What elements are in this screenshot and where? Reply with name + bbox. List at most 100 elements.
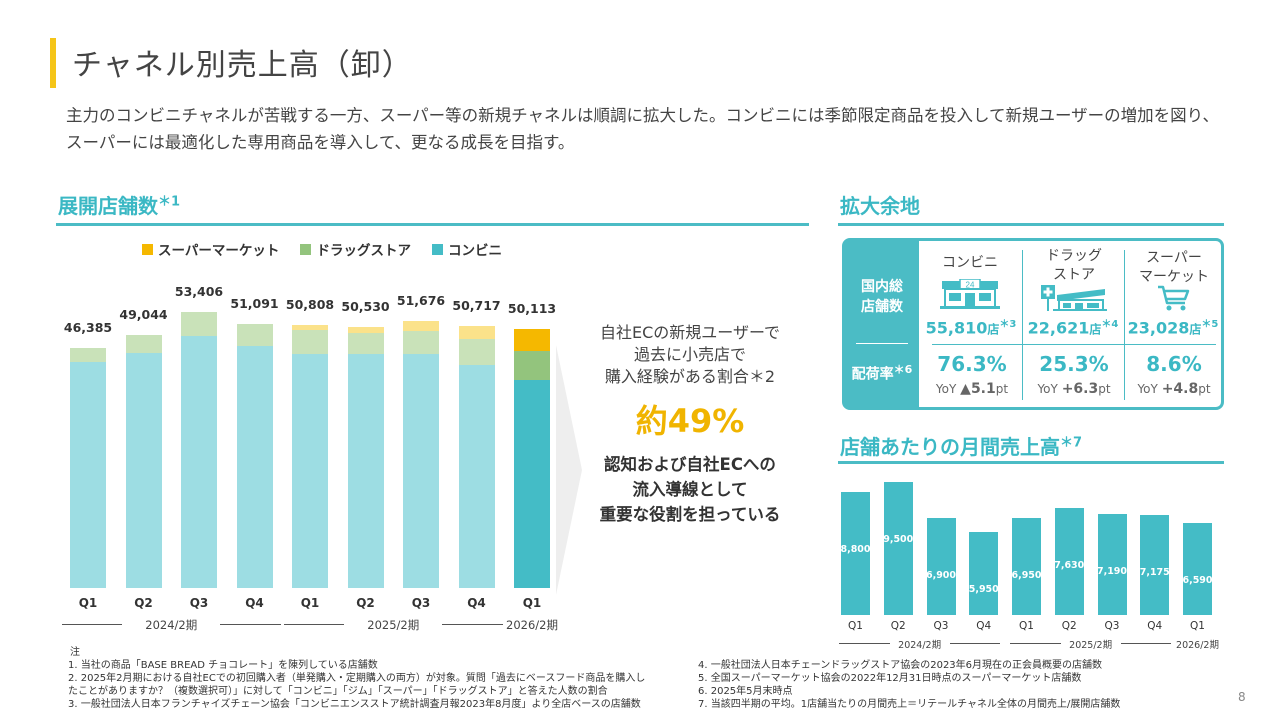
monthly-x-tick-0: Q1 <box>848 620 863 632</box>
monthly-bar-label-4: 6,950 <box>1011 569 1042 581</box>
stores-section-title: 展開店舗数＊1 <box>58 190 180 219</box>
notes-head: 注 <box>70 647 80 658</box>
drugstore-icon <box>1041 285 1107 311</box>
period-line-left-0 <box>62 624 123 625</box>
monthly-section-rule <box>838 461 1224 464</box>
room-count-drugstore-value: 22,621 <box>1027 318 1090 338</box>
note-4: 4. 一般社団法人日本チェーンドラッグストア協会の2023年6月現在の正会員概要… <box>698 660 1103 671</box>
x-tick-label-3: Q4 <box>245 596 264 610</box>
room-col-name-drugstore-line-1: ドラッグ <box>1046 248 1102 264</box>
monthly-period-label-1: 2025/2期 <box>1069 640 1113 651</box>
monthly-bar-label-3: 5,950 <box>968 583 999 595</box>
room-row1-label-line-1: 国内総 <box>861 279 903 295</box>
callout-line-2: 過去に小売店で <box>633 345 746 364</box>
callout-line-1: 自社ECの新規ユーザーで <box>599 323 780 342</box>
legend-item-drugstore: ドラッグストア <box>300 239 411 259</box>
room-count-supermarket: 23,028店＊5 <box>1118 315 1228 337</box>
monthly-bar-label-2: 6,900 <box>925 570 957 582</box>
legend-label-supermarket: スーパーマーケット <box>158 243 280 259</box>
bar-drugstore-2 <box>181 312 217 337</box>
monthly-x-tick-3: Q4 <box>976 620 992 632</box>
room-col-name-drugstore-line-2: ストア <box>1053 267 1095 283</box>
legend-swatch-supermarket <box>142 243 153 255</box>
lead-text: 主力のコンビニチャネルが苦戦する一方、スーパー等の新規チャネルは順調に拡大した。… <box>66 106 1220 152</box>
bar-supermarket-5 <box>347 326 384 333</box>
room-row1-label-line-2: 店舗数 <box>861 299 903 315</box>
monthly-period-label-0: 2024/2期 <box>898 640 942 651</box>
cart-icon <box>1158 285 1190 311</box>
notes-right: 4. 一般社団法人日本チェーンドラッグストア協会の2023年6月現在の正会員概要… <box>698 659 1120 711</box>
room-count-drugstore: 22,621店＊4 <box>1018 315 1128 337</box>
room-row1-label: 国内総 店舗数 <box>845 277 919 317</box>
bar-drugstore-8 <box>514 350 550 380</box>
room-rate-drugstore: 25.3% <box>1039 352 1109 376</box>
x-tick-label-4: Q1 <box>300 596 320 610</box>
room-yoy-convenience-unit: pt <box>995 382 1009 396</box>
x-tick-label-2: Q3 <box>189 596 209 610</box>
period-line-left-1 <box>284 624 345 625</box>
stores-section-title-text: 展開店舗数 <box>58 194 158 218</box>
room-count-convenience: 55,810店＊3 <box>916 315 1026 337</box>
note-6: 6. 2025年5月末時点 <box>698 686 793 697</box>
bar-total-label-4: 50,808 <box>285 297 335 313</box>
room-count-convenience-unit: 店 <box>987 322 1000 337</box>
monthly-bar-6 <box>1097 514 1127 615</box>
monthly-bar-label-0: 8,800 <box>840 543 871 555</box>
monthly-period-line-left-1 <box>1010 643 1061 644</box>
room-label-divider <box>856 343 908 344</box>
bar-total-label-0: 46,385 <box>63 320 113 336</box>
bar-supermarket-4 <box>292 325 328 331</box>
convenience-icon-label: 24 <box>966 281 975 290</box>
room-section-title: 拡大余地 <box>840 194 920 218</box>
monthly-bar-3 <box>969 531 999 615</box>
bar-convenience-5 <box>347 354 384 588</box>
period-label-0: 2024/2期 <box>145 618 198 632</box>
room-count-convenience-value: 55,810 <box>925 318 988 338</box>
x-tick-label-5: Q2 <box>356 596 375 610</box>
monthly-bar-label-5: 7,630 <box>1054 560 1085 572</box>
bar-drugstore-5 <box>347 332 384 355</box>
monthly-bar-4 <box>1012 517 1041 615</box>
page-title: チャネル別売上高（卸） <box>72 48 413 83</box>
page-number: 8 <box>1238 690 1246 704</box>
callout-bottom-text: 認知および自社ECへの 流入導線として 重要な役割を担っている <box>580 452 800 527</box>
bar-supermarket-8 <box>514 329 550 351</box>
room-yoy-convenience: YoY ▲5.1pt <box>922 381 1022 397</box>
note-1: 1. 当社の商品「BASE BREAD チョコレート」を陳列している店舗数 <box>68 660 378 671</box>
bar-drugstore-0 <box>70 348 106 362</box>
arrow-polygon <box>556 345 582 595</box>
room-table <box>842 238 1224 410</box>
room-col-name-supermarket: スーパー マーケット <box>1124 249 1224 287</box>
bar-convenience-0 <box>70 361 106 588</box>
room-col-name-supermarket-line-2: マーケット <box>1139 269 1209 285</box>
room-yoy-drugstore-prefix: YoY <box>1037 382 1058 396</box>
monthly-x-tick-7: Q4 <box>1147 620 1163 632</box>
bar-drugstore-7 <box>458 338 495 366</box>
bar-supermarket-6 <box>403 320 439 332</box>
callout-bottom-line-2: 流入導線として <box>632 480 748 499</box>
bar-convenience-1 <box>125 353 162 588</box>
room-count-drugstore-sup: ＊4 <box>1101 319 1119 330</box>
legend-label-convenience: コンビニ <box>448 243 503 259</box>
monthly-x-tick-8: Q1 <box>1190 620 1205 632</box>
monthly-section-sup: ＊7 <box>1060 435 1083 451</box>
bar-total-label-6: 51,676 <box>396 292 446 308</box>
monthly-period-label-2: 2026/2期 <box>1176 640 1219 651</box>
monthly-bar-0 <box>841 491 870 615</box>
monthly-period-line-right-0 <box>949 643 1001 644</box>
convenience-store-icon: 24 <box>940 279 1000 309</box>
legend-label-drugstore: ドラッグストア <box>316 243 411 259</box>
room-count-convenience-sup: ＊3 <box>999 319 1017 330</box>
monthly-section-title-text: 店舗あたりの月間売上高 <box>840 435 1060 459</box>
room-col-name-convenience: コンビニ <box>942 255 998 271</box>
room-yoy-drugstore-unit: pt <box>1098 382 1111 396</box>
bar-total-label-5: 50,530 <box>341 298 390 314</box>
room-label-column <box>845 241 919 407</box>
room-count-supermarket-unit: 店 <box>1189 322 1202 337</box>
bar-convenience-6 <box>403 353 439 588</box>
notes-left: 1. 当社の商品「BASE BREAD チョコレート」を陳列している店舗数 2.… <box>68 659 645 711</box>
callout-bottom-line-3: 重要な役割を担っている <box>599 505 781 524</box>
bar-drugstore-6 <box>403 331 439 354</box>
stores-legend: スーパーマーケット ドラッグストア コンビニ <box>142 239 518 259</box>
period-line-right-0 <box>220 624 281 625</box>
